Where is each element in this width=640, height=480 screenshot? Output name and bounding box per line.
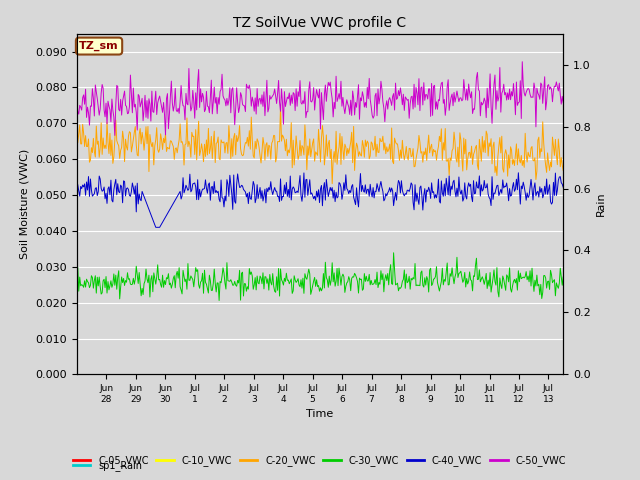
Legend: C-05_VWC, C-10_VWC, C-20_VWC, C-30_VWC, C-40_VWC, C-50_VWC: C-05_VWC, C-10_VWC, C-20_VWC, C-30_VWC, …	[69, 452, 570, 470]
Title: TZ SoilVue VWC profile C: TZ SoilVue VWC profile C	[234, 16, 406, 30]
X-axis label: Time: Time	[307, 409, 333, 419]
Legend: sp1_Rain: sp1_Rain	[69, 456, 146, 475]
Y-axis label: Rain: Rain	[596, 192, 606, 216]
Text: TZ_sm: TZ_sm	[79, 41, 119, 51]
Y-axis label: Soil Moisture (VWC): Soil Moisture (VWC)	[20, 149, 30, 259]
